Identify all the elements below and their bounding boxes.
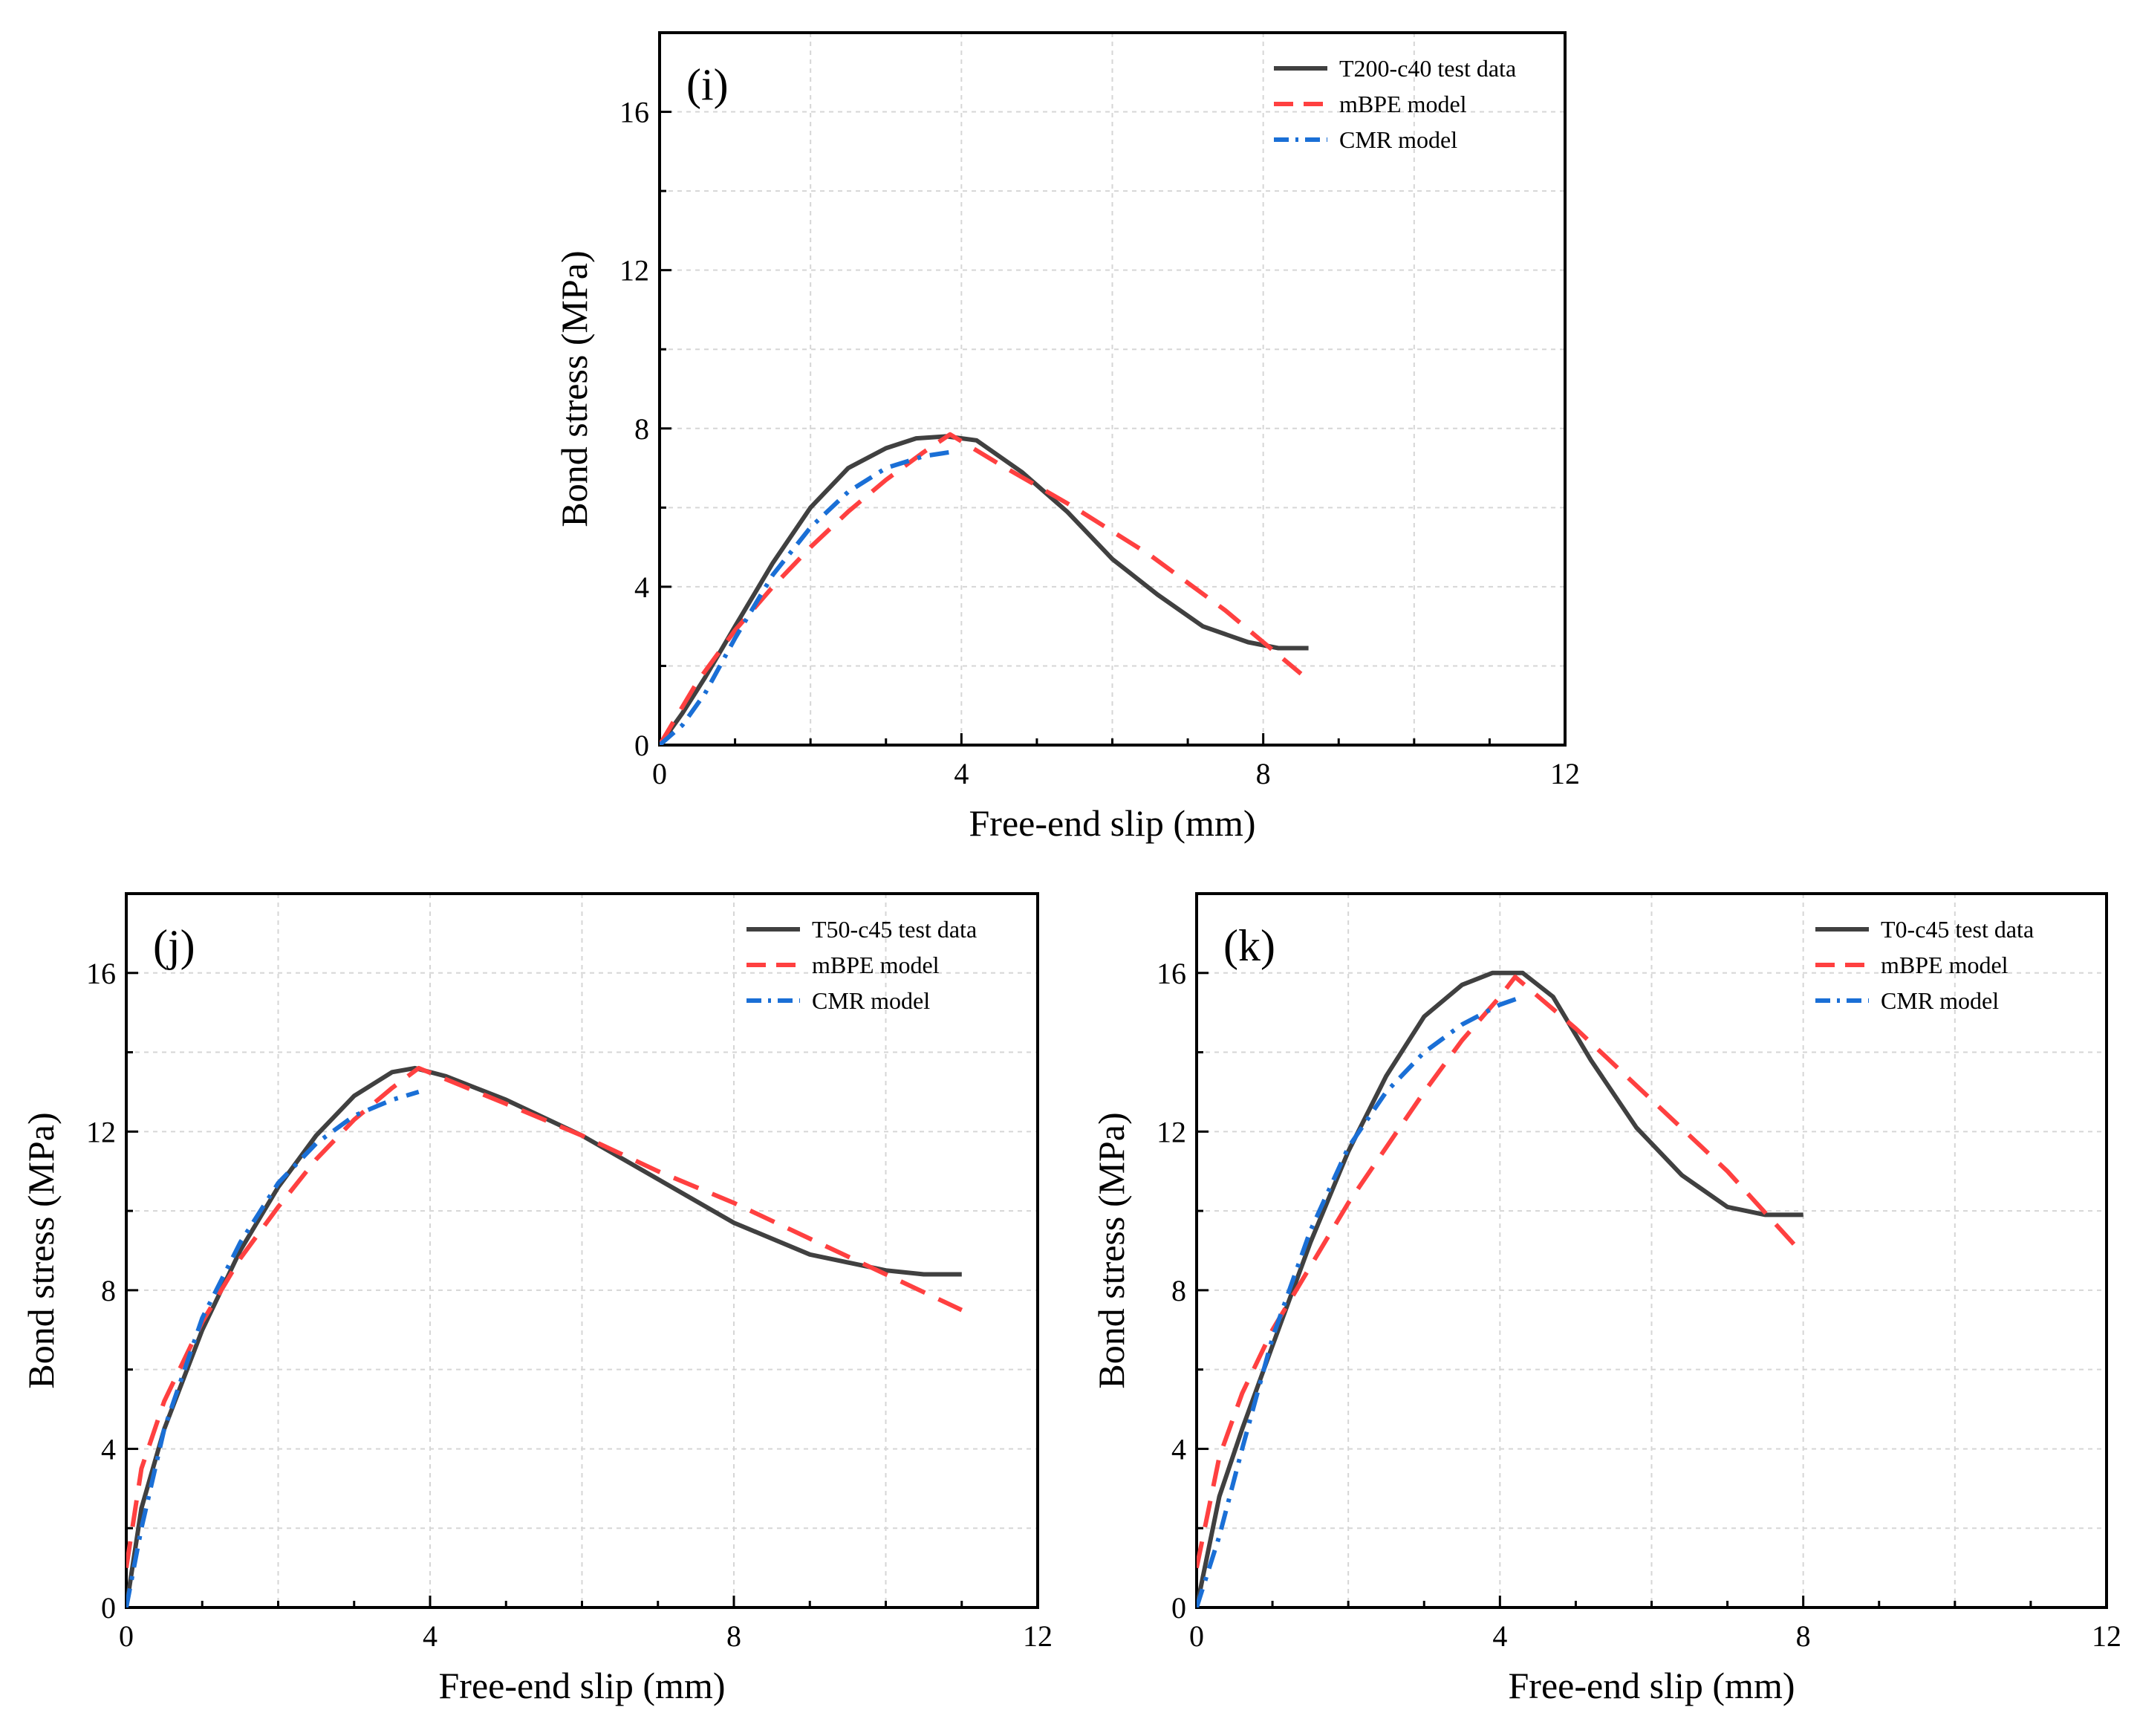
legend-label: T200-c40 test data xyxy=(1339,55,1516,82)
series-line-dashdot xyxy=(126,1090,420,1607)
y-tick-label: 0 xyxy=(634,729,649,762)
x-tick-label: 8 xyxy=(726,1619,741,1653)
legend-label: mBPE model xyxy=(812,952,940,978)
legend-label: mBPE model xyxy=(1881,952,2008,978)
legend-label: T50-c45 test data xyxy=(812,916,977,943)
legend-label: CMR model xyxy=(1339,126,1457,153)
y-tick-label: 8 xyxy=(1171,1274,1186,1307)
y-tick-label: 12 xyxy=(1157,1115,1186,1148)
x-tick-label: 4 xyxy=(954,757,969,790)
x-tick-label: 0 xyxy=(652,757,667,790)
series-line-dashdot xyxy=(660,449,951,745)
series-line-dashdot xyxy=(1197,994,1523,1607)
y-tick-label: 4 xyxy=(1171,1432,1186,1466)
x-tick-label: 8 xyxy=(1256,757,1271,790)
series-line-solid xyxy=(126,1065,962,1607)
x-tick-label: 0 xyxy=(119,1619,134,1653)
x-tick-label: 12 xyxy=(1550,757,1580,790)
chart-panel-2: 0 4 8 12 0 4 8 12 16 Free-end slip (mm) Bond stres… xyxy=(1090,892,2121,1706)
y-tick-label: 16 xyxy=(86,957,116,990)
x-axis-title: Free-end slip (mm) xyxy=(1508,1665,1795,1706)
legend-label: CMR model xyxy=(1881,987,1999,1014)
x-axis-title: Free-end slip (mm) xyxy=(969,802,1255,844)
legend-label: CMR model xyxy=(812,987,930,1014)
y-axis-title: Bond stress (MPa) xyxy=(553,250,595,527)
legend-label: mBPE model xyxy=(1339,91,1467,117)
y-tick-label: 0 xyxy=(101,1591,116,1625)
y-tick-label: 0 xyxy=(1171,1591,1186,1625)
x-tick-label: 4 xyxy=(423,1619,438,1653)
series-line-dashed xyxy=(126,1065,963,1569)
chart-panel-0: 0 4 8 12 0 4 8 12 16 Free-end slip (mm) Bond stres… xyxy=(553,31,1580,844)
series-line-solid xyxy=(660,434,1309,745)
y-tick-label: 12 xyxy=(619,254,649,287)
panel-label: (j) xyxy=(153,921,195,970)
x-tick-label: 0 xyxy=(1189,1619,1204,1653)
y-tick-label: 4 xyxy=(634,570,649,604)
chart-panel-1: 0 4 8 12 0 4 8 12 16 Free-end slip (mm) Bond stres… xyxy=(20,892,1053,1706)
legend-label: T0-c45 test data xyxy=(1881,916,2034,943)
y-axis-title: Bond stress (MPa) xyxy=(20,1112,62,1388)
y-axis-title: Bond stress (MPa) xyxy=(1090,1112,1132,1388)
y-tick-label: 8 xyxy=(101,1274,116,1307)
y-tick-label: 12 xyxy=(86,1115,116,1148)
x-tick-label: 12 xyxy=(1023,1619,1053,1653)
y-tick-label: 4 xyxy=(101,1432,116,1466)
x-tick-label: 12 xyxy=(2092,1619,2121,1653)
x-axis-title: Free-end slip (mm) xyxy=(438,1665,725,1706)
y-tick-label: 8 xyxy=(634,412,649,446)
x-tick-label: 4 xyxy=(1492,1619,1507,1653)
y-tick-label: 16 xyxy=(619,96,649,129)
panel-label: (i) xyxy=(686,60,729,109)
y-tick-label: 16 xyxy=(1157,957,1186,990)
series-line-dashed xyxy=(660,432,1303,745)
panel-label: (k) xyxy=(1223,921,1275,970)
x-tick-label: 8 xyxy=(1796,1619,1811,1653)
